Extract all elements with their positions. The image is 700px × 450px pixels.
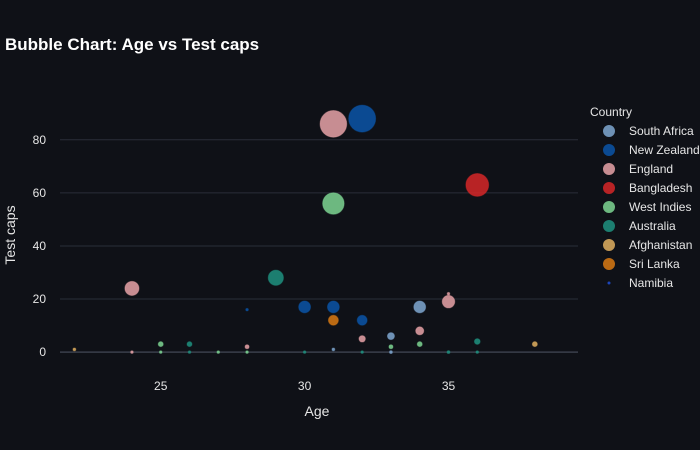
bubble-point[interactable] [531,341,538,348]
bubble-point[interactable] [158,350,163,354]
legend-item[interactable]: Bangladesh [603,181,692,195]
bubble-point[interactable] [130,350,134,354]
bubble-point[interactable] [388,344,394,350]
bubble-point[interactable] [446,350,451,355]
bubble-point[interactable] [358,335,366,343]
legend-marker [603,163,615,175]
bubble-point[interactable] [245,307,249,312]
y-tick-label: 40 [33,239,47,253]
bubble-point[interactable] [475,350,480,354]
bubble-point[interactable] [360,350,364,354]
bubble-point[interactable] [216,350,221,354]
bubble-point[interactable] [441,294,456,309]
y-tick-label: 60 [33,186,47,200]
bubble-point[interactable] [245,350,249,354]
bubble-point[interactable] [473,338,481,345]
bubble-point[interactable] [413,300,427,314]
bubble-point[interactable] [389,350,393,355]
legend-marker [603,239,615,251]
legend-item[interactable]: South Africa [603,124,694,138]
bubble-point[interactable] [356,314,368,326]
gridlines [60,139,578,353]
legend-marker [603,258,615,270]
legend-marker [603,220,615,232]
bubble-point[interactable] [244,344,250,350]
bubble-point[interactable] [331,347,336,352]
legend-label: Namibia [629,276,673,290]
legend-item[interactable]: Sri Lanka [603,257,680,271]
legend-marker [603,125,615,137]
bubble-point[interactable] [326,300,340,314]
y-axis-label: Test caps [2,205,18,264]
bubbles [72,104,538,355]
legend-item[interactable]: West Indies [603,200,691,214]
legend-marker [603,144,615,156]
bubble-point[interactable] [319,110,348,138]
y-tick-label: 80 [33,133,47,147]
bubble-point[interactable] [72,347,77,352]
chart-title: Bubble Chart: Age vs Test caps [5,35,259,54]
bubble-point[interactable] [124,280,140,296]
y-tick-label: 20 [33,292,47,306]
bubble-point[interactable] [186,341,193,348]
x-tick-label: 25 [154,379,168,393]
legend-label: West Indies [629,200,691,214]
bubble-point[interactable] [386,332,395,341]
x-axis-label: Age [305,403,330,419]
legend-marker [603,201,615,213]
legend-label: South Africa [629,124,694,138]
bubble-point[interactable] [322,192,345,215]
bubble-point[interactable] [267,269,284,286]
bubble-point[interactable] [302,350,307,354]
bubble-point[interactable] [348,104,377,133]
legend-item[interactable]: New Zealand [603,143,700,157]
legend-item[interactable]: Australia [603,219,676,233]
bubble-point[interactable] [465,172,490,197]
bubble-point[interactable] [187,350,192,354]
legend-label: Sri Lanka [629,257,680,271]
bubble-point[interactable] [416,341,423,348]
x-tick-label: 30 [298,379,312,393]
legend-label: England [629,162,673,176]
ticks: 0 20 40 60 80 25 30 35 [33,133,456,393]
legend-label: Bangladesh [629,181,692,195]
legend-marker [607,281,611,285]
bubble-point[interactable] [298,300,312,314]
bubble-point[interactable] [446,291,451,296]
legend-item[interactable]: Afghanistan [603,238,692,252]
bubble-point[interactable] [327,314,339,326]
legend-item[interactable]: England [603,162,673,176]
x-tick-label: 35 [442,379,456,393]
legend-label: New Zealand [629,143,700,157]
legend-marker [603,182,615,194]
bubble-point[interactable] [415,326,425,336]
legend-title: Country [590,105,632,119]
legend-item[interactable]: Namibia [607,276,674,290]
legend-label: Australia [629,219,676,233]
legend-label: Afghanistan [629,238,692,252]
y-tick-label: 0 [39,345,46,359]
legend[interactable]: Country South Africa New Zealand England Ba… [590,105,700,290]
bubble-point[interactable] [157,341,164,348]
